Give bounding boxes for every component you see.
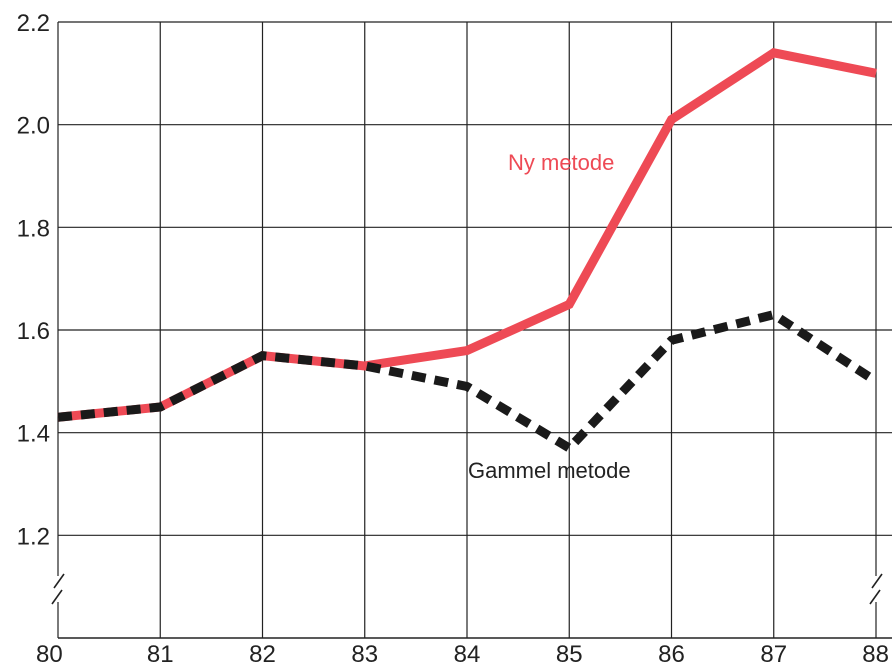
x-axis-ticks: 80 81 82 83 84 85 86 87 88	[36, 641, 889, 666]
x-tick-label-80: 80	[36, 641, 63, 666]
axis-break-marks	[51, 573, 883, 605]
axis-break-slash-left-upper	[53, 573, 65, 589]
x-tick-label-86: 86	[658, 641, 685, 666]
axis-break-slash-left-lower	[51, 589, 63, 605]
axis-break-slash-right-upper	[871, 573, 883, 589]
series-layer	[57, 48, 879, 454]
x-tick-label-85: 85	[556, 641, 583, 666]
x-tick-label-81: 81	[147, 641, 174, 666]
grid	[57, 21, 892, 639]
y-tick-label-1-8: 1.8	[17, 215, 50, 242]
series-line-gammel-metode	[57, 309, 879, 454]
x-tick-label-88: 88	[862, 641, 889, 666]
y-tick-label-2-0: 2.0	[17, 113, 50, 140]
x-tick-label-84: 84	[454, 641, 481, 666]
axis-break-gap-left	[52, 576, 64, 602]
series-label-ny-metode: Ny metode	[508, 150, 614, 175]
y-tick-label-1-4: 1.4	[17, 421, 50, 448]
y-axis-ticks: 1.2 1.4 1.6 1.8 2.0 2.2	[17, 10, 50, 550]
series-label-gammel-metode: Gammel metode	[468, 458, 631, 483]
y-tick-label-1-2: 1.2	[17, 523, 50, 550]
axis-break-slash-right-lower	[869, 589, 881, 605]
x-tick-label-83: 83	[351, 641, 378, 666]
x-tick-label-82: 82	[249, 641, 276, 666]
x-tick-label-87: 87	[760, 641, 787, 666]
axis-break-gap-right	[870, 576, 882, 602]
y-tick-label-2-2: 2.2	[17, 10, 50, 37]
y-tick-label-1-6: 1.6	[17, 318, 50, 345]
